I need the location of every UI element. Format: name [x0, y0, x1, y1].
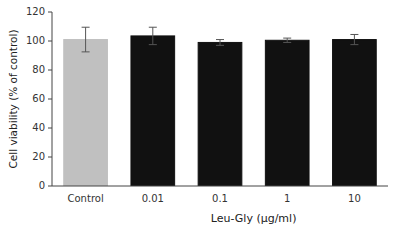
- bar: [265, 40, 309, 186]
- error-bar: [283, 38, 291, 42]
- error-bar: [216, 40, 224, 46]
- y-tick: [48, 70, 52, 71]
- error-bar: [350, 34, 358, 44]
- y-tick-label: 120: [26, 6, 45, 17]
- x-tick-label: 0.01: [142, 193, 164, 204]
- y-tick-label: 100: [26, 35, 45, 46]
- x-tick-label: Control: [68, 193, 104, 204]
- x-tick-label: 1: [284, 193, 290, 204]
- y-tick-label: 0: [39, 180, 45, 191]
- y-tick-label: 60: [32, 93, 45, 104]
- error-bar: [149, 27, 157, 44]
- y-tick-label: 40: [32, 122, 45, 133]
- x-tick-label: 0.1: [212, 193, 228, 204]
- x-tick-label: 10: [348, 193, 361, 204]
- y-tick: [48, 41, 52, 42]
- chart: 0 20 40 60 80 100 120 Control 0.01 0.1 1 10 Leu-Gly …: [0, 0, 400, 240]
- y-tick-label: 80: [32, 64, 45, 75]
- y-tick-label: 20: [32, 151, 45, 162]
- y-axis-label: Cell viability (% of control): [7, 30, 19, 169]
- x-axis: [52, 186, 388, 187]
- y-tick: [48, 157, 52, 158]
- y-tick: [48, 12, 52, 13]
- y-axis: [52, 12, 53, 186]
- bar: [198, 42, 242, 186]
- y-tick: [48, 99, 52, 100]
- bar: [333, 40, 377, 186]
- y-tick: [48, 128, 52, 129]
- error-bar: [82, 27, 90, 52]
- chart-container: 0 20 40 60 80 100 120 Control 0.01 0.1 1 10 Leu-Gly …: [0, 0, 400, 240]
- bar: [131, 36, 175, 186]
- bar: [64, 40, 108, 186]
- y-tick: [48, 186, 52, 187]
- bars: [64, 27, 376, 186]
- x-axis-label: Leu-Gly (μg/ml): [211, 212, 297, 225]
